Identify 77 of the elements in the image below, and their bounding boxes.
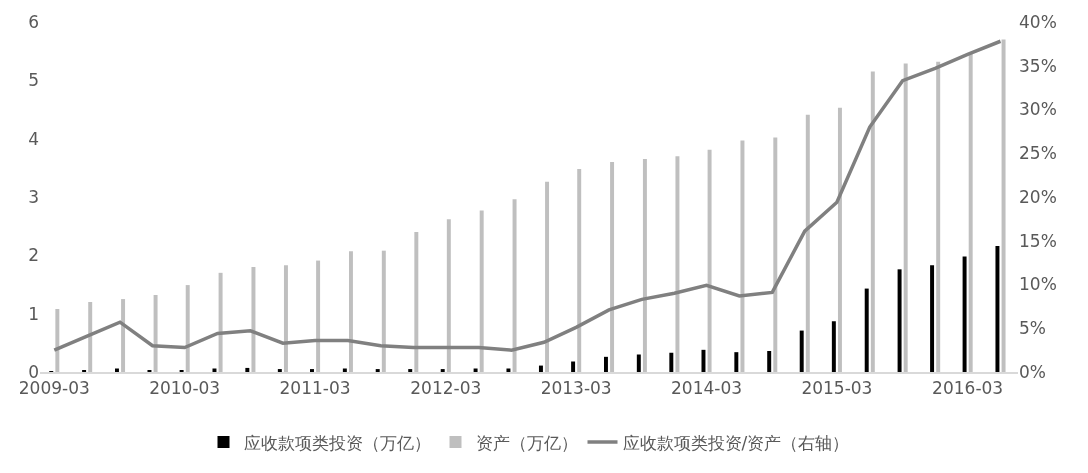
bar xyxy=(675,156,680,372)
bar xyxy=(245,367,250,372)
y2-tick-label: 15% xyxy=(1019,230,1057,251)
bar xyxy=(55,309,60,372)
bar xyxy=(512,199,517,372)
x-tick-label: 2015-03 xyxy=(801,378,873,399)
legend-label: 资产（万亿） xyxy=(475,432,578,453)
bar xyxy=(962,256,967,372)
bar xyxy=(283,265,288,372)
y-tick-label: 6 xyxy=(28,11,39,32)
bar xyxy=(88,302,93,372)
bar xyxy=(408,369,413,372)
bar xyxy=(773,137,778,372)
bar xyxy=(897,269,902,372)
bar xyxy=(995,246,1000,372)
y-tick-label: 3 xyxy=(28,186,39,207)
bar xyxy=(642,159,647,372)
bar xyxy=(440,369,445,372)
legend-label: 应收款项类投资/资产（右轴） xyxy=(622,432,850,453)
bar xyxy=(375,369,380,372)
bar xyxy=(381,250,386,372)
bar xyxy=(707,149,712,372)
y2-tick-label: 25% xyxy=(1019,143,1057,164)
bar xyxy=(446,219,451,372)
bar xyxy=(153,295,158,372)
y-tick-label: 5 xyxy=(28,70,39,91)
bar xyxy=(545,181,550,372)
bar xyxy=(669,352,674,372)
bar xyxy=(610,162,615,372)
bar xyxy=(218,272,223,372)
x-tick-label: 2013-03 xyxy=(540,378,612,399)
y2-tick-label: 30% xyxy=(1019,99,1057,120)
bar xyxy=(799,330,804,372)
y2-tick-label: 20% xyxy=(1019,186,1057,207)
bar xyxy=(831,321,836,372)
bar xyxy=(185,285,190,372)
bar xyxy=(577,169,582,372)
bar xyxy=(538,365,543,372)
y2-tick-label: 0% xyxy=(1019,361,1046,382)
bar xyxy=(636,354,641,372)
x-tick-label: 2010-03 xyxy=(149,378,221,399)
y2-tick-label: 5% xyxy=(1019,318,1046,339)
y2-tick-label: 10% xyxy=(1019,274,1057,295)
bar xyxy=(348,251,353,372)
y-tick-label: 1 xyxy=(28,303,39,324)
bar xyxy=(767,351,772,372)
bar xyxy=(121,299,126,372)
bar xyxy=(936,61,941,372)
bar xyxy=(968,52,973,372)
bar xyxy=(734,352,739,372)
bar xyxy=(414,232,419,372)
bar xyxy=(251,267,256,372)
bar xyxy=(870,71,875,372)
y2-tick-label: 35% xyxy=(1019,55,1057,76)
x-tick-label: 2014-03 xyxy=(671,378,743,399)
x-tick-label: 2012-03 xyxy=(410,378,482,399)
bar xyxy=(316,260,321,372)
bar xyxy=(740,140,745,372)
bar xyxy=(1001,39,1006,372)
bar xyxy=(701,349,706,372)
x-tick-label: 2011-03 xyxy=(279,378,351,399)
legend-label: 应收款项类投资（万亿） xyxy=(243,432,431,453)
x-tick-label: 2016-03 xyxy=(932,378,1004,399)
bar xyxy=(805,114,810,372)
bar xyxy=(837,107,842,372)
bar xyxy=(864,288,869,372)
y2-tick-label: 40% xyxy=(1019,11,1057,32)
bar xyxy=(930,265,935,372)
y-tick-label: 4 xyxy=(28,128,39,149)
y-tick-label: 2 xyxy=(28,245,39,266)
bar xyxy=(310,369,314,372)
bar xyxy=(603,356,608,372)
bar xyxy=(277,369,282,372)
bar xyxy=(903,63,908,372)
bar xyxy=(571,361,576,372)
line-series xyxy=(52,39,1003,352)
bar xyxy=(479,210,484,372)
